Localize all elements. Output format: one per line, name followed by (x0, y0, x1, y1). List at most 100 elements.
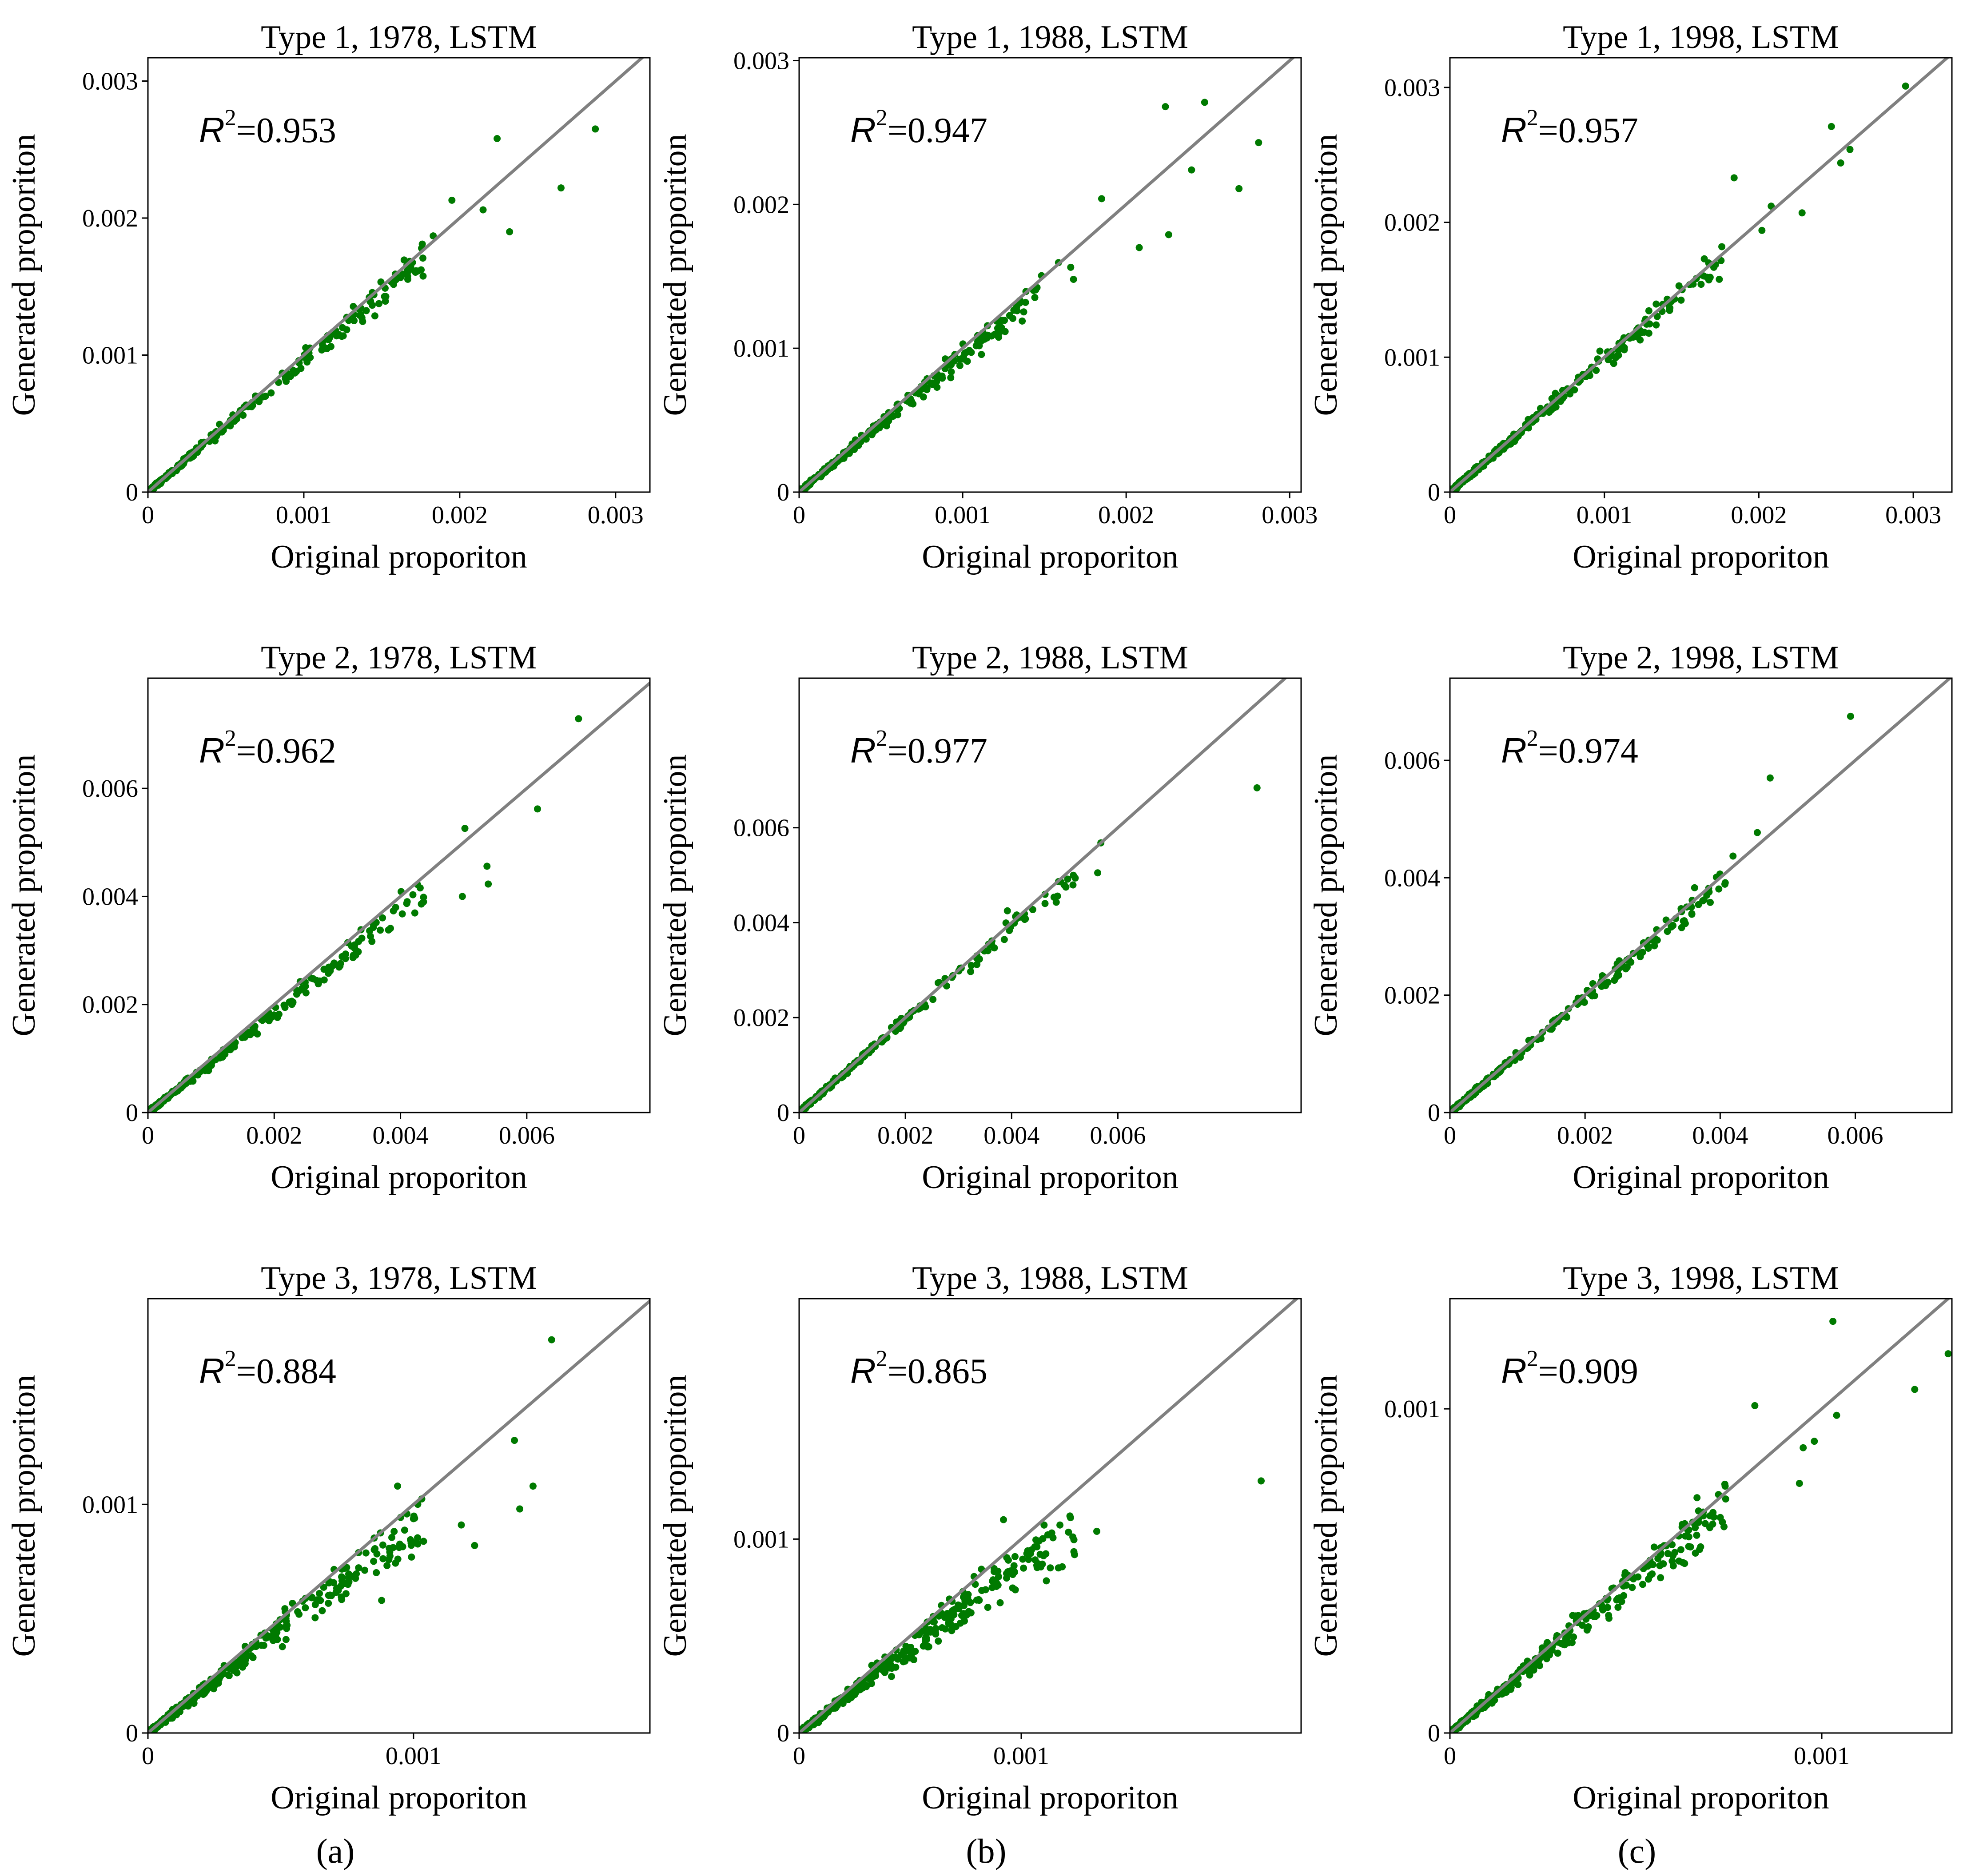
scatter-point (325, 963, 333, 971)
scatter-point (279, 1643, 286, 1650)
scatter-point (311, 1614, 319, 1622)
scatter-point (1654, 1555, 1662, 1562)
scatter-point (1650, 1543, 1658, 1551)
scatter-point (403, 898, 411, 906)
y-tick-label: 0.002 (733, 191, 789, 219)
scatter-point (1645, 307, 1652, 314)
scatter-point (383, 1562, 391, 1570)
x-tick-label: 0.001 (993, 1742, 1049, 1770)
x-tick-label: 0.003 (1262, 501, 1318, 529)
y-tick-label: 0.001 (82, 1491, 138, 1518)
scatter-point (944, 1610, 951, 1618)
scatter-point (1013, 307, 1021, 314)
scatter-point (353, 1570, 360, 1578)
panel-title: Type 3, 1998, LSTM (1563, 1260, 1839, 1296)
scatter-point (249, 1654, 257, 1661)
scatter-point (1069, 881, 1077, 889)
x-axis-label: Original proporiton (271, 1780, 527, 1816)
scatter-point (1526, 1671, 1533, 1679)
scatter-point (203, 1687, 210, 1695)
scatter-point (1644, 1562, 1652, 1570)
x-tick-label: 0 (142, 1122, 154, 1149)
scatter-point (978, 351, 985, 358)
caption-c-text: (c) (1618, 1832, 1656, 1870)
scatter-points (148, 1336, 555, 1733)
scatter-point (400, 256, 408, 264)
scatter-point (1011, 1568, 1018, 1576)
scatter-point (1846, 146, 1854, 153)
scatter-point (963, 1611, 970, 1619)
r2-annotation: R2=0.947 (850, 105, 987, 150)
scatter-point (1255, 139, 1262, 147)
scatter-point (1061, 882, 1068, 889)
scatter-point (388, 1534, 396, 1541)
x-tick-label: 0.004 (983, 1122, 1039, 1149)
scatter-point (978, 1587, 986, 1594)
scatter-point (479, 206, 487, 214)
scatter-point (216, 1054, 224, 1061)
scatter-points (799, 99, 1262, 492)
scatter-point (1796, 1480, 1803, 1487)
y-tick-label: 0.003 (82, 68, 138, 95)
scatter-point (1093, 1527, 1100, 1535)
y-tick-label: 0.006 (82, 775, 138, 803)
y-tick-label: 0.003 (1384, 74, 1440, 102)
scatter-point (299, 986, 307, 993)
scatter-point (1675, 1557, 1683, 1565)
scatter-point (282, 1636, 290, 1643)
y-tick-label: 0.002 (733, 1004, 789, 1032)
scatter-point (1094, 869, 1102, 877)
r2-value: =0.947 (888, 111, 987, 150)
y-tick-label: 0.002 (82, 991, 138, 1019)
scatter-point (1647, 1572, 1654, 1579)
scatter-point (548, 1336, 555, 1343)
axes-frame (798, 1298, 1302, 1734)
scatter-point (352, 951, 359, 959)
scatter-point (339, 332, 347, 340)
scatter-point (370, 924, 377, 931)
y-axis-label: Generated proporiton (1308, 1375, 1344, 1657)
scatter-point (1162, 103, 1169, 111)
x-tick-label: 0 (1444, 501, 1456, 529)
y-tick-label: 0 (126, 1720, 138, 1747)
scatter-point (956, 355, 964, 363)
x-tick-label: 0.001 (276, 501, 332, 529)
scatter-point (1586, 372, 1593, 379)
scatter-point (494, 135, 501, 143)
scatter-points (1450, 712, 1854, 1113)
scatter-point (1569, 1612, 1577, 1619)
r2-symbol: R (850, 110, 876, 150)
panel-2: Type 1, 1988, LSTM 0 0.001 0.002 0.003 0 0.001… (657, 19, 1318, 575)
r2-annotation: R2=0.957 (1501, 105, 1638, 150)
scatter-point (557, 184, 565, 192)
r2-value: =0.962 (236, 731, 336, 771)
scatter-point (362, 307, 370, 314)
scatter-point (338, 1573, 345, 1581)
scatter-point (1065, 1528, 1072, 1536)
scatter-point (1001, 328, 1009, 335)
scatter-point (336, 962, 344, 970)
scatter-point (1557, 1640, 1565, 1647)
identity-line (799, 58, 1295, 492)
r2-value: =0.909 (1538, 1352, 1638, 1391)
scatter-point (1047, 1564, 1054, 1572)
scatter-point (923, 384, 931, 392)
scatter-point (338, 953, 346, 960)
x-tick-label: 0 (793, 1742, 805, 1770)
scatter-point (411, 909, 418, 917)
scatter-point (325, 970, 332, 977)
scatter-point (1657, 1574, 1664, 1582)
x-axis-label: Original proporiton (922, 1780, 1179, 1816)
y-tick-label: 0.004 (82, 883, 138, 910)
scatter-point (392, 276, 400, 283)
scatter-point (345, 1570, 352, 1578)
scatter-point (1664, 1550, 1672, 1558)
x-tick-label: 0 (793, 1122, 805, 1149)
x-axis-label: Original proporiton (271, 539, 527, 575)
scatter-point (355, 1564, 362, 1572)
scatter-point (1044, 1531, 1051, 1538)
scatter-point (1944, 1350, 1952, 1358)
y-tick-label: 0 (1428, 1099, 1440, 1127)
scatter-point (1031, 1556, 1039, 1564)
